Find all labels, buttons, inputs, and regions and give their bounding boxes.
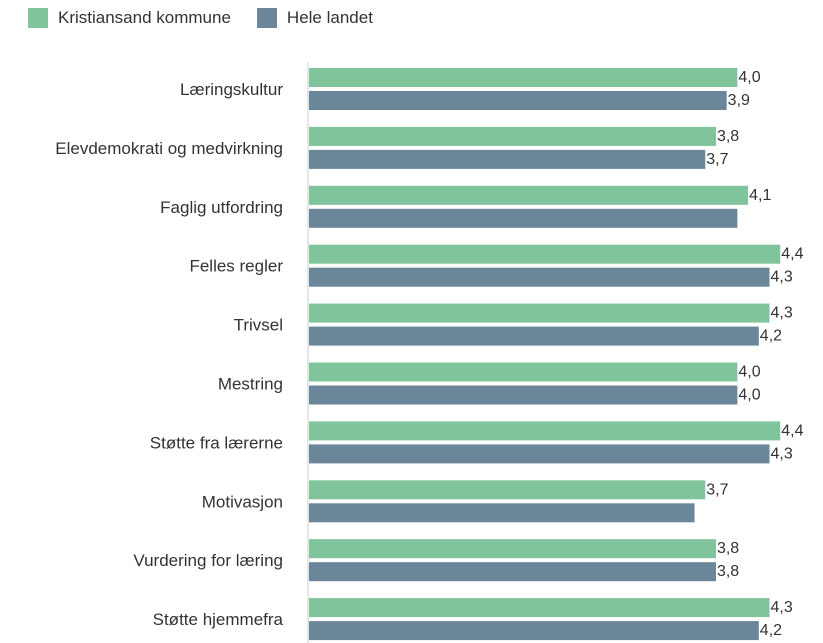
legend-label-hele-landet: Hele landet [286, 8, 373, 27]
legend-label-kristiansand: Kristiansand kommune [58, 8, 231, 27]
bar-hele-landet-2[interactable] [309, 208, 738, 228]
category-label-6: Støtte fra lærerne [150, 433, 283, 452]
legend-item-hele-landet[interactable]: Hele landet [256, 8, 373, 28]
bar-hele-landet-0[interactable] [309, 91, 727, 110]
bar-hele-landet-9[interactable] [309, 621, 759, 641]
bar-hele-landet-1[interactable] [309, 149, 706, 169]
bar-hele-landet-8[interactable] [309, 562, 716, 582]
legend-item-kristiansand[interactable]: Kristiansand kommune [28, 8, 231, 28]
bar-kristiansand-8[interactable] [309, 539, 716, 559]
bar-kristiansand-9[interactable] [309, 598, 770, 618]
category-label-3: Felles regler [189, 257, 283, 276]
value-label-kristiansand-0: 4,0 [738, 69, 760, 86]
bar-kristiansand-0[interactable] [309, 68, 738, 87]
value-label-kristiansand-6: 4,4 [781, 422, 803, 439]
legend-swatch-hele-landet [256, 8, 277, 28]
value-label-kristiansand-2: 4,1 [749, 187, 771, 204]
legend-swatch-kristiansand [28, 8, 48, 28]
category-label-5: Mestring [218, 375, 283, 394]
bar-kristiansand-4[interactable] [309, 303, 770, 323]
bar-kristiansand-2[interactable] [309, 185, 749, 205]
value-label-hele-landet-0: 3,9 [728, 92, 750, 109]
category-label-8: Vurdering for læring [133, 551, 283, 570]
value-label-hele-landet-4: 4,2 [760, 328, 782, 345]
value-label-hele-landet-1: 3,7 [706, 151, 728, 168]
bar-hele-landet-5[interactable] [309, 385, 738, 405]
bar-kristiansand-1[interactable] [309, 126, 716, 146]
category-label-4: Trivsel [234, 316, 283, 335]
chart-legend: Kristiansand kommune Hele landet [28, 8, 399, 28]
bar-kristiansand-5[interactable] [309, 362, 738, 382]
value-label-kristiansand-4: 4,3 [771, 305, 793, 322]
value-label-hele-landet-5: 4,0 [738, 387, 760, 404]
category-label-0: Læringskultur [180, 80, 283, 99]
value-label-kristiansand-7: 3,7 [706, 481, 728, 498]
bar-kristiansand-3[interactable] [309, 244, 781, 264]
value-label-kristiansand-3: 4,4 [781, 246, 803, 263]
value-label-kristiansand-5: 4,0 [738, 364, 760, 381]
value-label-hele-landet-8: 3,8 [717, 563, 739, 580]
value-label-kristiansand-9: 4,3 [771, 599, 793, 616]
category-label-9: Støtte hjemmefra [153, 610, 284, 629]
bar-hele-landet-6[interactable] [309, 444, 770, 464]
category-label-1: Elevdemokrati og medvirkning [55, 139, 283, 158]
bar-kristiansand-6[interactable] [309, 421, 781, 441]
bar-hele-landet-4[interactable] [309, 326, 759, 346]
value-label-hele-landet-6: 4,3 [771, 445, 793, 462]
category-label-2: Faglig utfordring [160, 198, 283, 217]
value-label-kristiansand-1: 3,8 [717, 128, 739, 145]
value-label-hele-landet-9: 4,2 [760, 622, 782, 639]
category-label-7: Motivasjon [202, 492, 283, 511]
bar-kristiansand-7[interactable] [309, 480, 706, 500]
bar-hele-landet-3[interactable] [309, 267, 770, 287]
value-label-kristiansand-8: 3,8 [717, 540, 739, 557]
value-label-hele-landet-3: 4,3 [771, 269, 793, 286]
bar-hele-landet-7[interactable] [309, 503, 695, 523]
